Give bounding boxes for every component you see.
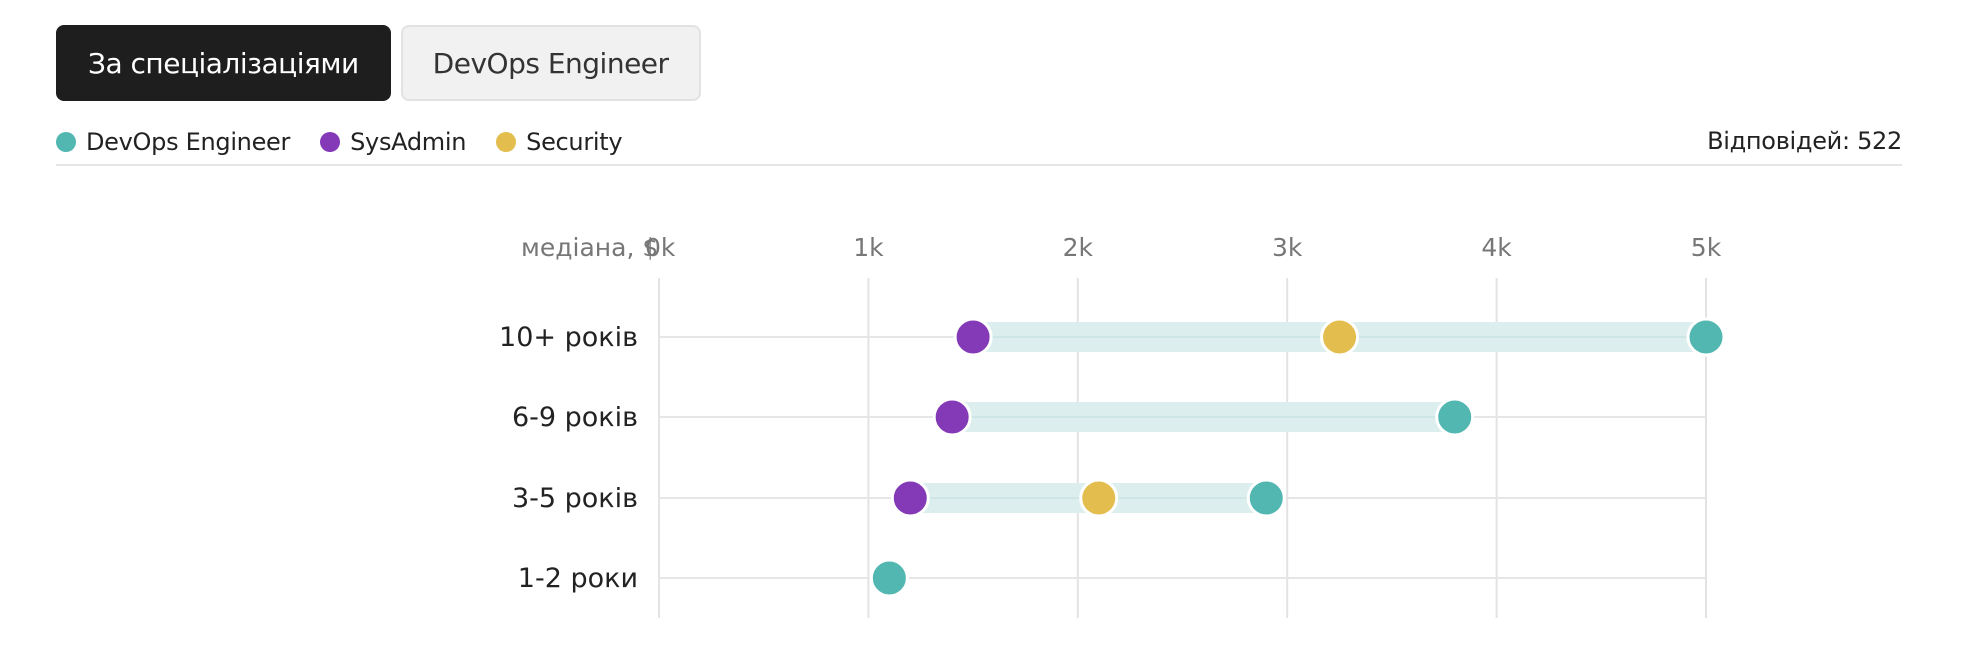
legend-dot-icon bbox=[496, 132, 517, 152]
x-tick-label: 0k bbox=[645, 233, 676, 262]
legend-item-devops: DevOps Engineer bbox=[56, 128, 290, 156]
data-point bbox=[1246, 478, 1286, 518]
row-label: 6-9 років bbox=[512, 402, 638, 433]
legend-dot-icon bbox=[320, 132, 341, 152]
legend-item-sysadmin: SysAdmin bbox=[320, 128, 466, 156]
row-label: 10+ років bbox=[499, 322, 638, 353]
data-point bbox=[1686, 317, 1726, 357]
tab-bar: За спеціалізаціями DevOps Engineer bbox=[56, 25, 701, 101]
row-label: 1-2 роки bbox=[518, 563, 638, 594]
data-point bbox=[1435, 397, 1475, 437]
row-label: 3-5 років bbox=[512, 483, 638, 514]
data-point bbox=[1320, 317, 1360, 357]
data-point bbox=[1079, 478, 1119, 518]
tab-by-specialization[interactable]: За спеціалізаціями bbox=[56, 25, 391, 101]
tab-devops-engineer[interactable]: DevOps Engineer bbox=[400, 25, 701, 101]
legend-label: DevOps Engineer bbox=[86, 128, 291, 156]
legend-item-security: Security bbox=[496, 128, 623, 156]
responses-count: Відповідей: 522 bbox=[1707, 127, 1902, 155]
x-tick-label: 5k bbox=[1691, 233, 1722, 262]
legend: DevOps Engineer SysAdmin Security bbox=[56, 128, 1707, 156]
legend-dot-icon bbox=[56, 132, 76, 152]
x-tick-label: 4k bbox=[1481, 233, 1512, 262]
x-tick-label: 3k bbox=[1272, 233, 1303, 262]
x-axis-title: медіана, $ bbox=[521, 233, 658, 262]
legend-row: DevOps Engineer SysAdmin Security Відпов… bbox=[56, 120, 1902, 166]
legend-label: Security bbox=[526, 128, 623, 156]
data-point bbox=[953, 317, 993, 357]
legend-label: SysAdmin bbox=[350, 128, 467, 156]
x-tick-label: 2k bbox=[1063, 233, 1094, 262]
x-tick-label: 1k bbox=[853, 233, 884, 262]
data-point bbox=[869, 558, 909, 598]
data-point bbox=[890, 478, 930, 518]
data-point bbox=[932, 397, 972, 437]
